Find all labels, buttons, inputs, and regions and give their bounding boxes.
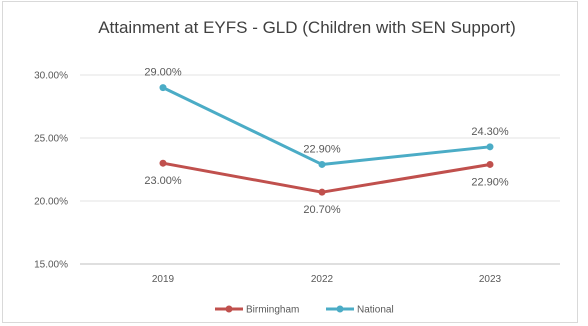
legend-marker (336, 305, 344, 313)
legend-marker (225, 305, 233, 313)
y-tick-label: 30.00% (34, 71, 68, 82)
chart-frame (2, 1, 578, 323)
legend-item-birmingham: Birmingham (215, 305, 299, 316)
series-line-birmingham (161, 161, 492, 194)
series-group (159, 84, 494, 196)
data-label: 20.70% (303, 204, 341, 216)
data-label: 22.90% (471, 176, 509, 188)
y-axis-ticks: 15.00% 20.00% 25.00% 30.00% (34, 71, 68, 271)
data-label: 29.00% (144, 67, 182, 79)
legend-label: National (357, 305, 394, 316)
y-tick-label: 20.00% (34, 197, 68, 208)
data-label: 23.00% (144, 175, 182, 187)
data-point-national (318, 160, 326, 168)
data-point-birmingham (318, 188, 326, 196)
chart-title: Attainment at EYFS - GLD (Children with … (98, 18, 516, 37)
data-point-national (159, 84, 167, 92)
x-axis-ticks: 2019 2022 2023 (152, 274, 502, 285)
legend-label: Birmingham (246, 305, 299, 316)
data-point-national (486, 143, 494, 151)
data-labels: 23.00% 20.70% 22.90% 29.00% 22.90% 24.30% (144, 67, 509, 217)
x-tick-label: 2023 (479, 274, 502, 285)
data-point-birmingham (159, 159, 167, 167)
x-tick-label: 2019 (152, 274, 175, 285)
data-point-birmingham (486, 160, 494, 168)
grid-lines (80, 74, 560, 265)
y-tick-label: 25.00% (34, 134, 68, 145)
legend-item-national: National (326, 305, 394, 316)
x-tick-label: 2022 (311, 274, 334, 285)
data-label: 22.90% (303, 143, 341, 155)
data-label: 24.30% (471, 126, 509, 138)
legend: Birmingham National (215, 305, 394, 316)
y-tick-label: 15.00% (34, 260, 68, 271)
